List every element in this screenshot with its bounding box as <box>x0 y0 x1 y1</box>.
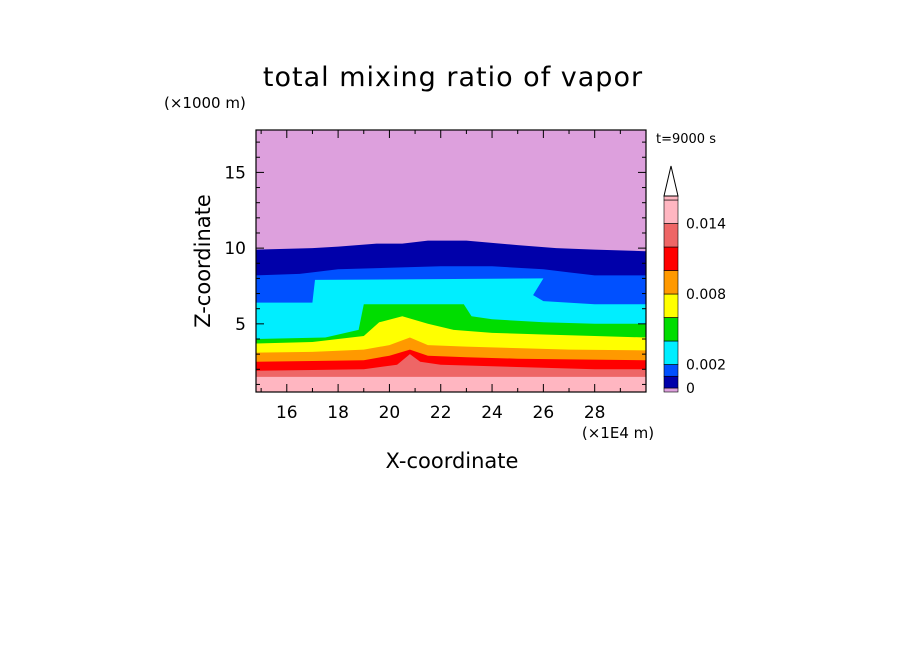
contour-layers <box>256 130 646 392</box>
y-unit-label: (×1000 m) <box>164 94 246 112</box>
time-label: t=9000 s <box>656 132 716 147</box>
colorbar-swatch <box>663 293 679 318</box>
colorbar-swatch <box>663 270 679 295</box>
colorbar-tick-label: 0.014 <box>686 217 726 233</box>
colorbar-swatch <box>663 317 679 342</box>
x-tick-label: 16 <box>276 403 298 423</box>
y-axis-ticks: 5 10 15 <box>224 141 646 385</box>
colorbar-tick-label: 0.002 <box>686 358 726 374</box>
colorbar-tick-label: 0.008 <box>686 287 726 303</box>
colorbar-swatch <box>663 375 679 389</box>
contour-band-0 <box>256 376 646 392</box>
colorbar-swatch <box>663 246 679 271</box>
x-axis-ticks: 16 18 20 22 24 26 28 <box>260 130 647 423</box>
colorbar-swatch <box>663 364 679 377</box>
colorbar: 0 0.002 0.008 0.014 <box>663 165 726 397</box>
plot-frame <box>255 129 647 393</box>
colorbar-extend-arrow <box>663 165 679 197</box>
x-tick-label: 22 <box>430 403 452 423</box>
x-axis-label: X-coordinate <box>386 449 519 473</box>
colorbar-swatch <box>663 223 679 248</box>
y-tick-label: 15 <box>224 163 246 183</box>
x-tick-label: 18 <box>327 403 349 423</box>
x-tick-label: 28 <box>584 403 606 423</box>
y-tick-label: 10 <box>224 239 246 259</box>
colorbar-swatch <box>663 199 679 224</box>
colorbar-tick-label: 0 <box>686 381 695 397</box>
colorbar-swatch <box>663 340 679 365</box>
chart-title: total mixing ratio of vapor <box>263 62 643 93</box>
x-unit-label: (×1E4 m) <box>582 424 654 442</box>
x-tick-label: 26 <box>533 403 555 423</box>
x-tick-label: 20 <box>379 403 401 423</box>
y-tick-label: 5 <box>235 315 246 335</box>
x-tick-label: 24 <box>481 403 503 423</box>
y-axis-label: Z-coordinate <box>191 194 215 328</box>
colorbar-swatch <box>663 387 679 393</box>
colorbar-swatch <box>663 195 679 201</box>
